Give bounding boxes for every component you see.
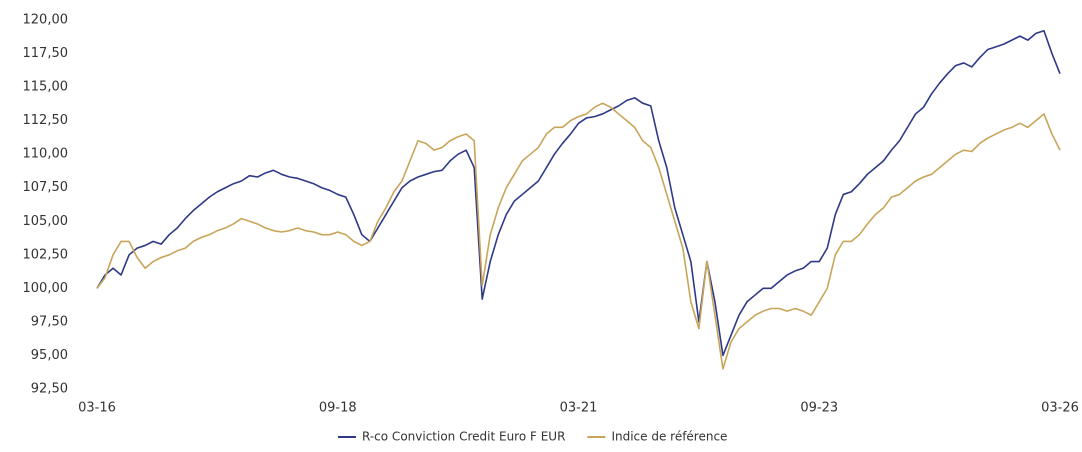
y-tick-label: 105,00 <box>23 214 69 229</box>
y-tick-label: 117,50 <box>23 46 69 61</box>
legend-label: Indice de référence <box>611 430 727 444</box>
y-tick-label: 95,00 <box>31 348 68 363</box>
y-tick-label: 115,00 <box>23 80 69 95</box>
y-tick-label: 97,50 <box>31 314 68 329</box>
series-line <box>96 102 1061 370</box>
x-tick-label: 03-16 <box>78 401 116 416</box>
x-tick-label: 09-23 <box>800 401 838 416</box>
legend-label: R-co Conviction Credit Euro F EUR <box>362 430 565 444</box>
y-tick-label: 92,50 <box>31 382 68 397</box>
y-tick-label: 107,50 <box>23 180 69 195</box>
y-tick-label: 102,50 <box>23 247 69 262</box>
y-tick-label: 100,00 <box>23 281 69 296</box>
x-tick-label: 09-18 <box>319 401 357 416</box>
y-tick-label: 120,00 <box>23 13 69 28</box>
x-tick-label: 03-26 <box>1041 401 1079 416</box>
series-line <box>96 29 1061 357</box>
y-tick-label: 112,50 <box>23 113 69 128</box>
x-tick-label: 03-21 <box>560 401 598 416</box>
y-tick-label: 110,00 <box>23 147 69 162</box>
